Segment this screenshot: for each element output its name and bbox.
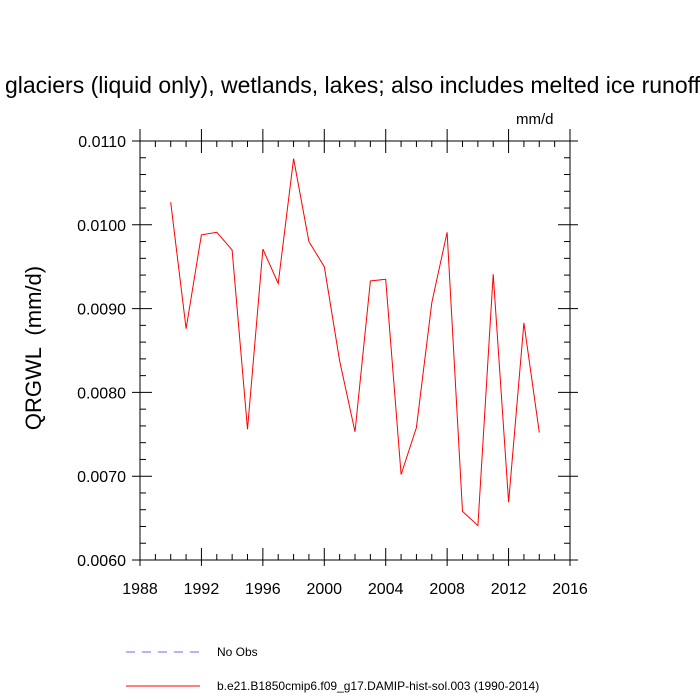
legend-label-series: b.e21.B1850cmip6.f09_g17.DAMIP-hist-sol.… (217, 679, 540, 693)
x-tick-label: 2012 (491, 581, 527, 598)
y-axis-label: QRGWL (mm/d) (21, 265, 46, 431)
x-tick-label: 2016 (552, 581, 588, 598)
y-tick-label: 0.0080 (77, 385, 126, 402)
x-tick-label: 2004 (368, 581, 404, 598)
y-tick-label: 0.0090 (77, 302, 126, 319)
tick-labels: 1988 1992 1996 2000 2004 2008 2012 2016 0.0060 0.… (77, 134, 588, 598)
series-layer (170, 158, 540, 527)
tick-marks (132, 129, 578, 566)
y-tick-label: 0.0070 (77, 469, 126, 486)
x-tick-label: 2000 (306, 581, 342, 598)
legend-label-no-obs: No Obs (217, 645, 258, 659)
chart-title: Runoff from glaciers (liquid only), wetl… (0, 72, 700, 98)
x-tick-label: 2008 (429, 581, 465, 598)
series-line-0 (170, 158, 540, 527)
x-tick-label: 1996 (245, 581, 281, 598)
units-label: mm/d (516, 111, 554, 128)
plot-frame (139, 140, 571, 561)
legend (126, 651, 200, 687)
y-tick-label: 0.0110 (78, 134, 126, 151)
y-tick-label: 0.0100 (77, 218, 126, 235)
y-tick-label: 0.0060 (77, 553, 126, 570)
chart-title-box: Runoff from glaciers (liquid only), wetl… (0, 72, 700, 102)
x-tick-label: 1988 (122, 581, 158, 598)
x-tick-label: 1992 (184, 581, 220, 598)
